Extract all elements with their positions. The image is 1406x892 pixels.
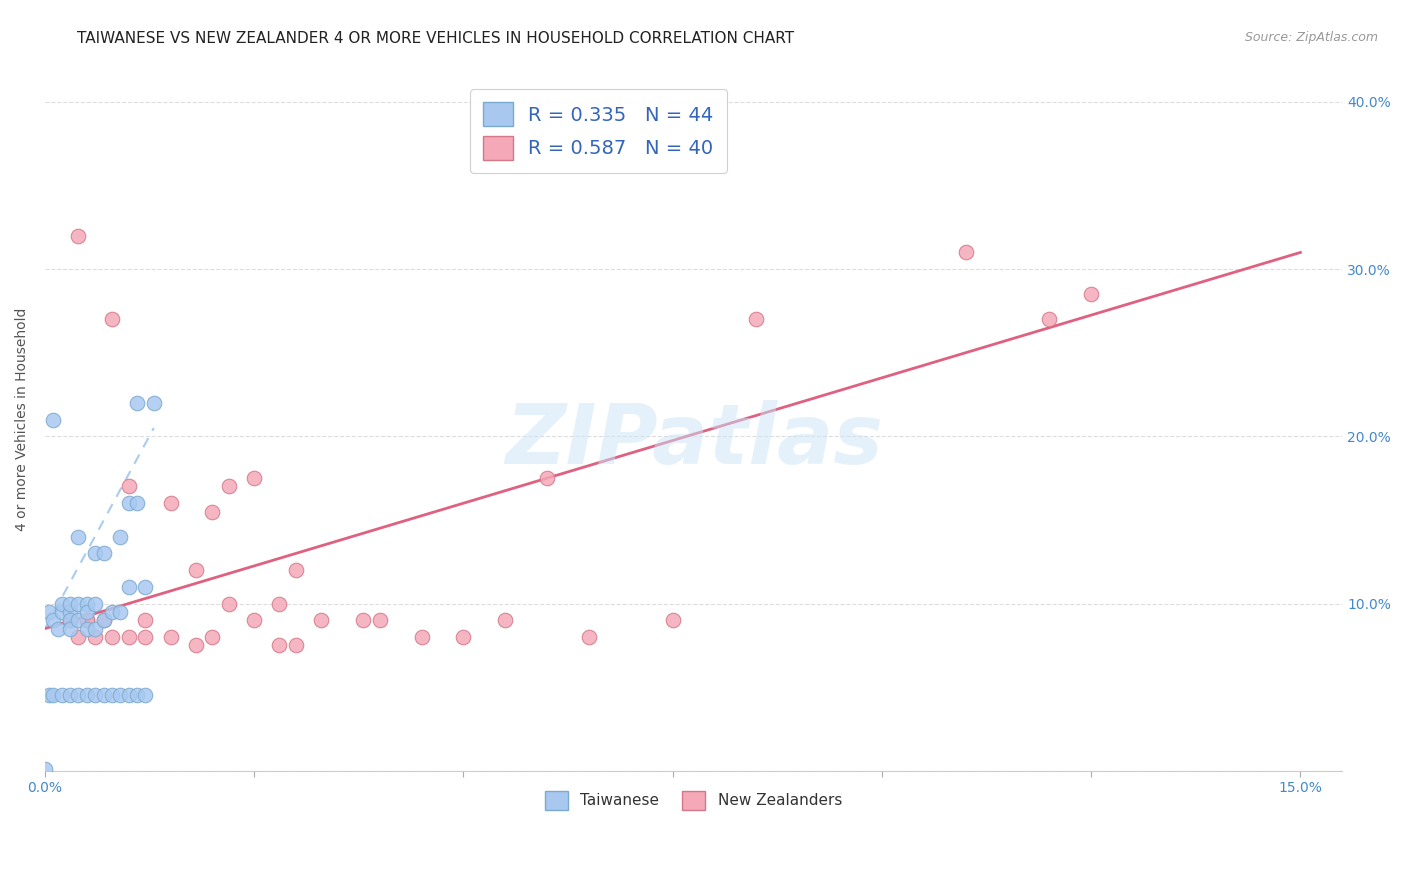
Point xyxy=(93,546,115,560)
Point xyxy=(59,613,82,627)
Point xyxy=(51,597,73,611)
Point xyxy=(1080,287,1102,301)
Point xyxy=(184,638,207,652)
Point xyxy=(218,597,240,611)
Point xyxy=(76,613,98,627)
Point xyxy=(159,496,181,510)
Point xyxy=(269,597,291,611)
Point xyxy=(118,689,141,703)
Point xyxy=(38,605,60,619)
Point xyxy=(955,245,977,260)
Point xyxy=(93,613,115,627)
Point xyxy=(184,563,207,577)
Point xyxy=(67,228,90,243)
Point xyxy=(110,605,132,619)
Text: TAIWANESE VS NEW ZEALANDER 4 OR MORE VEHICLES IN HOUSEHOLD CORRELATION CHART: TAIWANESE VS NEW ZEALANDER 4 OR MORE VEH… xyxy=(77,31,794,46)
Point xyxy=(84,689,107,703)
Point xyxy=(42,412,65,426)
Point xyxy=(59,689,82,703)
Point xyxy=(67,689,90,703)
Point xyxy=(76,605,98,619)
Point xyxy=(201,630,224,644)
Point xyxy=(453,630,475,644)
Point xyxy=(59,613,82,627)
Point xyxy=(101,605,124,619)
Point xyxy=(84,597,107,611)
Point xyxy=(93,613,115,627)
Point xyxy=(59,622,82,636)
Point xyxy=(110,689,132,703)
Point xyxy=(76,622,98,636)
Point xyxy=(159,630,181,644)
Point xyxy=(51,605,73,619)
Point xyxy=(134,613,156,627)
Point xyxy=(118,580,141,594)
Point xyxy=(76,597,98,611)
Text: ZIPatlas: ZIPatlas xyxy=(505,401,883,481)
Point xyxy=(578,630,600,644)
Point xyxy=(59,605,82,619)
Point xyxy=(661,613,683,627)
Point xyxy=(67,597,90,611)
Point xyxy=(118,496,141,510)
Point xyxy=(84,622,107,636)
Point xyxy=(309,613,332,627)
Point xyxy=(285,638,308,652)
Point xyxy=(134,580,156,594)
Point xyxy=(51,689,73,703)
Point xyxy=(84,546,107,560)
Point xyxy=(42,613,65,627)
Point xyxy=(536,471,558,485)
Point xyxy=(67,530,90,544)
Point xyxy=(142,396,165,410)
Point xyxy=(46,622,69,636)
Point xyxy=(118,479,141,493)
Text: Source: ZipAtlas.com: Source: ZipAtlas.com xyxy=(1244,31,1378,45)
Point xyxy=(125,689,148,703)
Point xyxy=(494,613,516,627)
Point xyxy=(101,312,124,326)
Point xyxy=(411,630,433,644)
Point xyxy=(1038,312,1060,326)
Point xyxy=(285,563,308,577)
Point xyxy=(368,613,391,627)
Y-axis label: 4 or more Vehicles in Household: 4 or more Vehicles in Household xyxy=(15,308,30,532)
Point xyxy=(76,689,98,703)
Point xyxy=(101,630,124,644)
Point xyxy=(38,689,60,703)
Point xyxy=(101,689,124,703)
Point xyxy=(84,630,107,644)
Point xyxy=(269,638,291,652)
Point xyxy=(125,396,148,410)
Point xyxy=(134,630,156,644)
Point xyxy=(93,689,115,703)
Point xyxy=(243,613,266,627)
Point xyxy=(42,689,65,703)
Point xyxy=(67,630,90,644)
Point xyxy=(243,471,266,485)
Point xyxy=(125,496,148,510)
Point xyxy=(201,504,224,518)
Legend: Taiwanese, New Zealanders: Taiwanese, New Zealanders xyxy=(540,785,848,815)
Point xyxy=(352,613,374,627)
Point xyxy=(59,597,82,611)
Point xyxy=(34,762,56,776)
Point xyxy=(118,630,141,644)
Point xyxy=(745,312,768,326)
Point xyxy=(67,613,90,627)
Point xyxy=(110,530,132,544)
Point xyxy=(76,613,98,627)
Point xyxy=(134,689,156,703)
Point xyxy=(218,479,240,493)
